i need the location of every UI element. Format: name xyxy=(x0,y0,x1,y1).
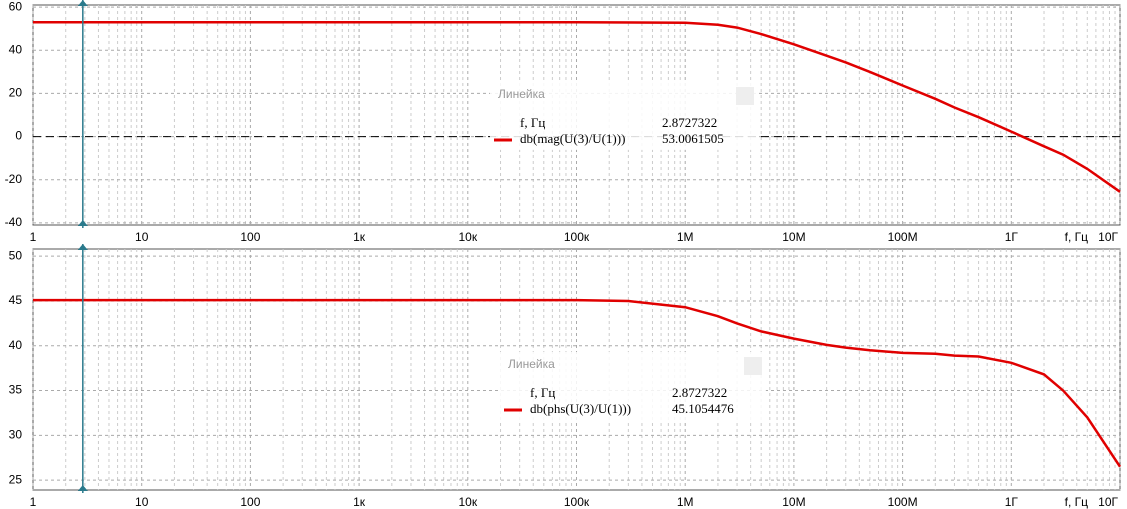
cursor-readout: Линейка f, Гц 2.8727322 db(mag(U(3)/U(1))) 5… xyxy=(490,82,758,150)
cursor-handle xyxy=(77,220,88,226)
series-line xyxy=(33,298,1122,468)
x-tick-label: 10к xyxy=(458,230,477,244)
legend-label: db(mag(U(3)/U(1))) xyxy=(520,131,625,146)
readout-x-value: 2.8727322 xyxy=(672,385,727,400)
series-line xyxy=(33,21,1121,193)
cursor-handle xyxy=(77,0,88,6)
cursor-readout: Линейка f, Гц 2.8727322 db(phs(U(3)/U(1))) 4… xyxy=(500,352,766,420)
readout-box xyxy=(500,352,766,420)
x-tick-label: 10Г xyxy=(1098,230,1118,244)
readout-box xyxy=(490,82,758,150)
x-tick-label: 10М xyxy=(782,495,805,509)
x-tick-label: 10к xyxy=(458,495,477,509)
x-tick-label: 10Г xyxy=(1098,495,1118,509)
y-tick-label: 0 xyxy=(15,129,22,143)
x-tick-label: 100 xyxy=(240,495,260,509)
x-tick-label: 1 xyxy=(30,230,37,244)
y-tick-label: 30 xyxy=(9,428,23,442)
y-tick-label: 50 xyxy=(9,248,23,262)
legend-label: db(phs(U(3)/U(1))) xyxy=(530,401,631,416)
x-tick-label: 1Г xyxy=(1005,230,1019,244)
readout-value: 53.0061505 xyxy=(662,131,724,146)
y-tick-label: 35 xyxy=(9,383,23,397)
plot: 1 10 100 1к 10к 100к 1М 10М 100М 1Г 10Г f, Гц 60 40 20… xyxy=(5,0,1121,244)
x-tick-label: 1Г xyxy=(1005,495,1019,509)
cursor-handle xyxy=(77,244,88,250)
x-axis-label: f, Гц xyxy=(1065,495,1089,509)
x-tick-label: 1к xyxy=(353,230,366,244)
y-tick-label: 40 xyxy=(9,42,23,56)
readout-title: Линейка xyxy=(508,357,555,371)
x-tick-label: 1к xyxy=(353,495,366,509)
x-tick-label: 1М xyxy=(677,230,694,244)
x-tick-label: 100к xyxy=(564,495,590,509)
readout-x-label: f, Гц xyxy=(530,385,555,400)
cursor-handle xyxy=(77,485,88,491)
y-tick-label: 25 xyxy=(9,472,23,486)
close-button[interactable] xyxy=(744,357,762,375)
y-tick-label: 20 xyxy=(9,86,23,100)
readout-title: Линейка xyxy=(498,87,545,101)
x-tick-label: 10 xyxy=(135,230,149,244)
x-tick-label: 10 xyxy=(135,495,149,509)
readout-value: 45.1054476 xyxy=(672,401,734,416)
readout-x-value: 2.8727322 xyxy=(662,115,717,130)
x-tick-label: 1 xyxy=(30,495,37,509)
x-tick-label: 100 xyxy=(240,230,260,244)
x-tick-label: 100М xyxy=(888,495,918,509)
y-tick-label: 45 xyxy=(9,293,23,307)
x-tick-label: 100к xyxy=(564,230,590,244)
y-tick-label: -40 xyxy=(5,215,23,229)
x-tick-label: 1М xyxy=(677,495,694,509)
y-tick-label: -20 xyxy=(5,172,23,186)
x-tick-label: 100М xyxy=(888,230,918,244)
readout-x-label: f, Гц xyxy=(520,115,545,130)
x-axis-label: f, Гц xyxy=(1065,230,1089,244)
y-tick-label: 40 xyxy=(9,338,23,352)
close-button[interactable] xyxy=(736,87,754,105)
x-tick-label: 10М xyxy=(782,230,805,244)
y-tick-label: 60 xyxy=(9,0,23,13)
